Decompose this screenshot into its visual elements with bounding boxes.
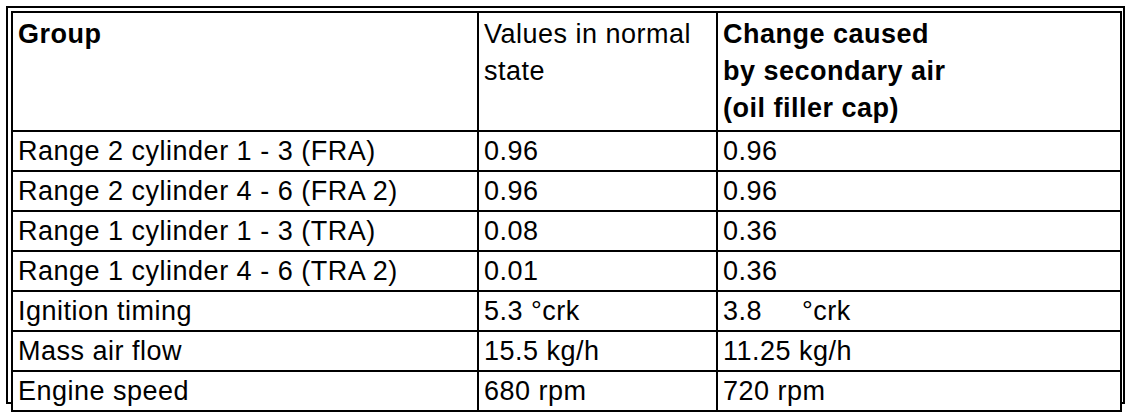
table-row: Range 2 cylinder 1 - 3 (FRA) 0.96 0.96 [12,131,1121,171]
group-cell: Ignition timing [12,291,478,331]
column-header-change-secondary-air: Change caused by secondary air (oil fill… [717,12,1121,131]
table-row: Ignition timing 5.3 °crk 3.8 °crk [12,291,1121,331]
group-cell: Range 2 cylinder 4 - 6 (FRA 2) [12,171,478,211]
group-cell: Range 1 cylinder 1 - 3 (TRA) [12,211,478,251]
table-row: Range 1 cylinder 1 - 3 (TRA) 0.08 0.36 [12,211,1121,251]
column-header-normal-values: Values in normal state [478,12,717,131]
table-row: Range 2 cylinder 4 - 6 (FRA 2) 0.96 0.96 [12,171,1121,211]
table-outer-frame: Group Values in normal state Change caus… [6,6,1125,404]
change-value-cell: 0.96 [717,171,1121,211]
diagnostic-values-table: Group Values in normal state Change caus… [11,11,1122,412]
column-header-group: Group [12,12,478,131]
table-row: Mass air flow 15.5 kg/h 11.25 kg/h [12,331,1121,371]
normal-value-cell: 0.96 [478,131,717,171]
group-cell: Range 2 cylinder 1 - 3 (FRA) [12,131,478,171]
group-cell: Engine speed [12,371,478,411]
diagnostic-values-page: Group Values in normal state Change caus… [0,0,1136,416]
group-cell: Range 1 cylinder 4 - 6 (TRA 2) [12,251,478,291]
normal-value-cell: 0.08 [478,211,717,251]
change-value-cell: 0.96 [717,131,1121,171]
normal-value-cell: 680 rpm [478,371,717,411]
header-row: Group Values in normal state Change caus… [12,12,1121,131]
normal-value-cell: 15.5 kg/h [478,331,717,371]
table-row: Engine speed 680 rpm 720 rpm [12,371,1121,411]
group-cell: Mass air flow [12,331,478,371]
change-value-cell: 11.25 kg/h [717,331,1121,371]
change-value-cell: 720 rpm [717,371,1121,411]
change-value-cell: 3.8 °crk [717,291,1121,331]
table-row: Range 1 cylinder 4 - 6 (TRA 2) 0.01 0.36 [12,251,1121,291]
normal-value-cell: 0.01 [478,251,717,291]
normal-value-cell: 5.3 °crk [478,291,717,331]
change-value-cell: 0.36 [717,251,1121,291]
normal-value-cell: 0.96 [478,171,717,211]
change-value-cell: 0.36 [717,211,1121,251]
